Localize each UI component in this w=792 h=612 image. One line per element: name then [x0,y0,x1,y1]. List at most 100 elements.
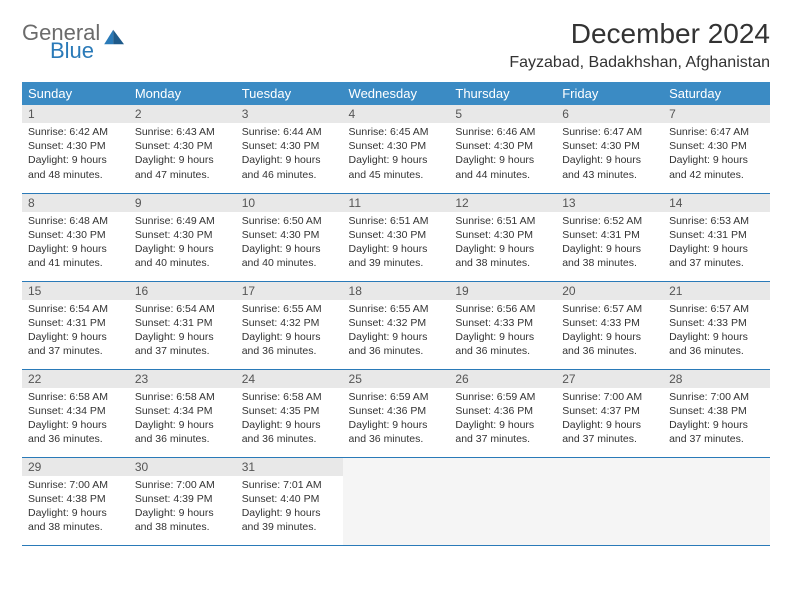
day-number: 30 [129,458,236,476]
day-cell: 18Sunrise: 6:55 AMSunset: 4:32 PMDayligh… [343,281,450,369]
day-content: Sunrise: 6:56 AMSunset: 4:33 PMDaylight:… [449,300,556,363]
day-number: 26 [449,370,556,388]
location: Fayzabad, Badakhshan, Afghanistan [509,54,770,72]
day-content: Sunrise: 6:54 AMSunset: 4:31 PMDaylight:… [129,300,236,363]
calendar: SundayMondayTuesdayWednesdayThursdayFrid… [22,82,770,546]
empty-cell [663,457,770,545]
day-cell: 12Sunrise: 6:51 AMSunset: 4:30 PMDayligh… [449,193,556,281]
day-number: 13 [556,194,663,212]
day-cell: 16Sunrise: 6:54 AMSunset: 4:31 PMDayligh… [129,281,236,369]
day-cell: 29Sunrise: 7:00 AMSunset: 4:38 PMDayligh… [22,457,129,545]
weekday-header: Tuesday [236,82,343,105]
title-block: December 2024 Fayzabad, Badakhshan, Afgh… [509,18,770,72]
day-cell: 3Sunrise: 6:44 AMSunset: 4:30 PMDaylight… [236,105,343,193]
day-number: 15 [22,282,129,300]
day-number: 16 [129,282,236,300]
day-cell: 13Sunrise: 6:52 AMSunset: 4:31 PMDayligh… [556,193,663,281]
calendar-row: 22Sunrise: 6:58 AMSunset: 4:34 PMDayligh… [22,369,770,457]
day-cell: 15Sunrise: 6:54 AMSunset: 4:31 PMDayligh… [22,281,129,369]
weekday-header: Saturday [663,82,770,105]
day-content: Sunrise: 6:57 AMSunset: 4:33 PMDaylight:… [663,300,770,363]
day-cell: 14Sunrise: 6:53 AMSunset: 4:31 PMDayligh… [663,193,770,281]
day-content: Sunrise: 6:54 AMSunset: 4:31 PMDaylight:… [22,300,129,363]
day-number: 12 [449,194,556,212]
day-cell: 11Sunrise: 6:51 AMSunset: 4:30 PMDayligh… [343,193,450,281]
day-cell: 27Sunrise: 7:00 AMSunset: 4:37 PMDayligh… [556,369,663,457]
day-number: 24 [236,370,343,388]
day-number: 29 [22,458,129,476]
day-content: Sunrise: 7:00 AMSunset: 4:38 PMDaylight:… [22,476,129,539]
day-cell: 20Sunrise: 6:57 AMSunset: 4:33 PMDayligh… [556,281,663,369]
day-number: 20 [556,282,663,300]
day-cell: 1Sunrise: 6:42 AMSunset: 4:30 PMDaylight… [22,105,129,193]
day-cell: 7Sunrise: 6:47 AMSunset: 4:30 PMDaylight… [663,105,770,193]
day-cell: 31Sunrise: 7:01 AMSunset: 4:40 PMDayligh… [236,457,343,545]
weekday-header: Wednesday [343,82,450,105]
day-content: Sunrise: 6:58 AMSunset: 4:35 PMDaylight:… [236,388,343,451]
weekday-header: Sunday [22,82,129,105]
day-content: Sunrise: 6:47 AMSunset: 4:30 PMDaylight:… [663,123,770,186]
day-number: 8 [22,194,129,212]
day-cell: 25Sunrise: 6:59 AMSunset: 4:36 PMDayligh… [343,369,450,457]
calendar-row: 29Sunrise: 7:00 AMSunset: 4:38 PMDayligh… [22,457,770,545]
day-cell: 5Sunrise: 6:46 AMSunset: 4:30 PMDaylight… [449,105,556,193]
day-number: 23 [129,370,236,388]
day-number: 31 [236,458,343,476]
calendar-row: 15Sunrise: 6:54 AMSunset: 4:31 PMDayligh… [22,281,770,369]
day-cell: 9Sunrise: 6:49 AMSunset: 4:30 PMDaylight… [129,193,236,281]
day-content: Sunrise: 6:58 AMSunset: 4:34 PMDaylight:… [22,388,129,451]
day-cell: 21Sunrise: 6:57 AMSunset: 4:33 PMDayligh… [663,281,770,369]
day-content: Sunrise: 6:45 AMSunset: 4:30 PMDaylight:… [343,123,450,186]
day-content: Sunrise: 6:59 AMSunset: 4:36 PMDaylight:… [343,388,450,451]
day-content: Sunrise: 6:49 AMSunset: 4:30 PMDaylight:… [129,212,236,275]
calendar-head: SundayMondayTuesdayWednesdayThursdayFrid… [22,82,770,105]
logo: General Blue [22,18,126,62]
day-number: 2 [129,105,236,123]
day-number: 25 [343,370,450,388]
month-title: December 2024 [509,18,770,50]
header: General Blue December 2024 Fayzabad, Bad… [22,18,770,72]
day-cell: 26Sunrise: 6:59 AMSunset: 4:36 PMDayligh… [449,369,556,457]
day-content: Sunrise: 6:44 AMSunset: 4:30 PMDaylight:… [236,123,343,186]
day-number: 1 [22,105,129,123]
empty-cell [556,457,663,545]
day-content: Sunrise: 6:55 AMSunset: 4:32 PMDaylight:… [343,300,450,363]
day-number: 27 [556,370,663,388]
empty-cell [449,457,556,545]
day-content: Sunrise: 6:55 AMSunset: 4:32 PMDaylight:… [236,300,343,363]
day-number: 14 [663,194,770,212]
day-content: Sunrise: 6:42 AMSunset: 4:30 PMDaylight:… [22,123,129,186]
day-cell: 8Sunrise: 6:48 AMSunset: 4:30 PMDaylight… [22,193,129,281]
day-number: 17 [236,282,343,300]
day-number: 7 [663,105,770,123]
day-content: Sunrise: 6:50 AMSunset: 4:30 PMDaylight:… [236,212,343,275]
day-number: 3 [236,105,343,123]
day-content: Sunrise: 6:46 AMSunset: 4:30 PMDaylight:… [449,123,556,186]
calendar-row: 1Sunrise: 6:42 AMSunset: 4:30 PMDaylight… [22,105,770,193]
day-cell: 23Sunrise: 6:58 AMSunset: 4:34 PMDayligh… [129,369,236,457]
day-number: 18 [343,282,450,300]
day-number: 5 [449,105,556,123]
day-number: 9 [129,194,236,212]
day-content: Sunrise: 6:57 AMSunset: 4:33 PMDaylight:… [556,300,663,363]
day-content: Sunrise: 6:51 AMSunset: 4:30 PMDaylight:… [449,212,556,275]
day-cell: 22Sunrise: 6:58 AMSunset: 4:34 PMDayligh… [22,369,129,457]
day-cell: 6Sunrise: 6:47 AMSunset: 4:30 PMDaylight… [556,105,663,193]
day-number: 10 [236,194,343,212]
day-cell: 17Sunrise: 6:55 AMSunset: 4:32 PMDayligh… [236,281,343,369]
day-number: 11 [343,194,450,212]
day-content: Sunrise: 7:00 AMSunset: 4:37 PMDaylight:… [556,388,663,451]
day-number: 19 [449,282,556,300]
day-content: Sunrise: 6:59 AMSunset: 4:36 PMDaylight:… [449,388,556,451]
day-cell: 2Sunrise: 6:43 AMSunset: 4:30 PMDaylight… [129,105,236,193]
day-number: 21 [663,282,770,300]
day-content: Sunrise: 6:51 AMSunset: 4:30 PMDaylight:… [343,212,450,275]
logo-text: General Blue [22,22,100,62]
day-content: Sunrise: 6:53 AMSunset: 4:31 PMDaylight:… [663,212,770,275]
day-content: Sunrise: 6:47 AMSunset: 4:30 PMDaylight:… [556,123,663,186]
day-content: Sunrise: 6:58 AMSunset: 4:34 PMDaylight:… [129,388,236,451]
calendar-row: 8Sunrise: 6:48 AMSunset: 4:30 PMDaylight… [22,193,770,281]
day-content: Sunrise: 7:00 AMSunset: 4:38 PMDaylight:… [663,388,770,451]
weekday-header: Monday [129,82,236,105]
day-cell: 28Sunrise: 7:00 AMSunset: 4:38 PMDayligh… [663,369,770,457]
